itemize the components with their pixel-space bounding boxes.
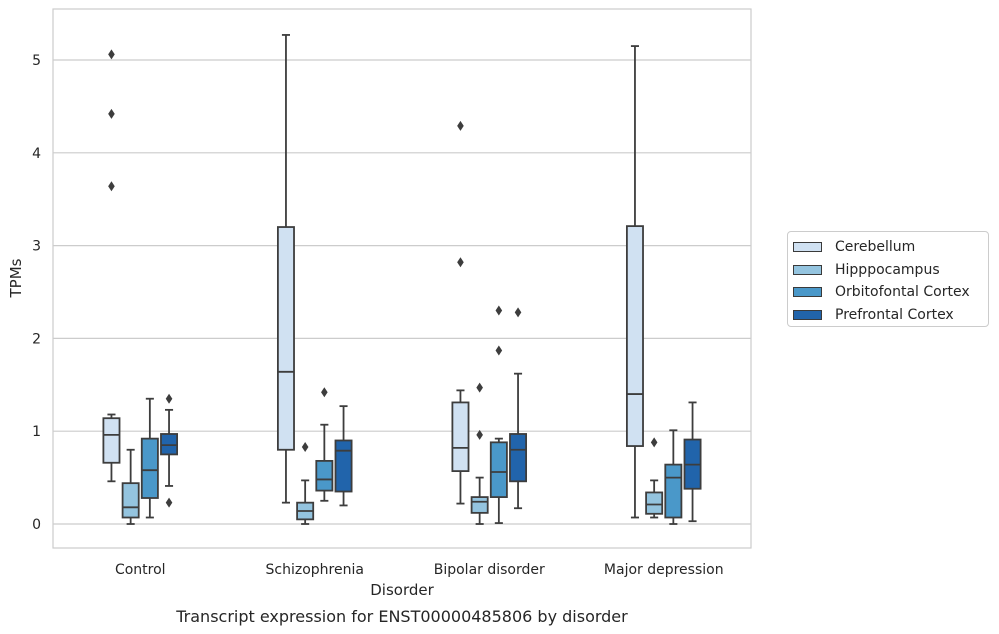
box-1-3 xyxy=(334,405,353,507)
box-2-1 xyxy=(470,382,489,525)
legend-item: Hipppocampus xyxy=(793,259,988,282)
box-iqr xyxy=(315,459,334,492)
box-iqr xyxy=(334,439,353,493)
outlier-point xyxy=(457,257,464,268)
x-tick-label: Control xyxy=(115,562,166,578)
plot-frame xyxy=(52,8,752,549)
outlier-point xyxy=(495,345,503,356)
box-iqr xyxy=(160,433,179,456)
x-tick-label: Schizophrenia xyxy=(266,562,364,578)
box-2-3 xyxy=(509,307,528,510)
legend-item: Orbitofontal Cortex xyxy=(793,281,988,304)
box-iqr xyxy=(451,401,470,473)
box-3-0 xyxy=(625,45,644,519)
outlier-point xyxy=(514,307,522,318)
box-iqr xyxy=(489,441,508,498)
y-tick-label: 2 xyxy=(32,331,41,347)
legend-item: Cerebellum xyxy=(793,236,988,259)
outlier-point xyxy=(495,305,503,316)
outlier-point xyxy=(301,441,309,452)
box-0-2 xyxy=(140,397,159,519)
box-3-2 xyxy=(664,429,683,525)
box-iqr xyxy=(121,482,140,519)
box-2-2 xyxy=(489,305,508,524)
box-iqr xyxy=(664,463,683,519)
box-iqr xyxy=(140,437,159,499)
y-tick-label: 4 xyxy=(32,146,41,162)
box-iqr xyxy=(509,433,528,483)
chart-title: Transcript expression for ENST0000048580… xyxy=(175,607,628,626)
outlier-point xyxy=(476,429,483,440)
legend-swatch xyxy=(793,309,822,320)
legend-swatch xyxy=(793,242,822,253)
legend-swatch xyxy=(793,287,822,298)
outlier-point xyxy=(165,497,173,508)
outlier-point xyxy=(457,120,464,131)
legend-label: Hipppocampus xyxy=(835,261,940,278)
outlier-point xyxy=(476,382,483,393)
legend-label: Cerebellum xyxy=(835,239,916,256)
outlier-point xyxy=(108,108,115,119)
legend: Cerebellum Hipppocampus Orbitofontal Corte… xyxy=(787,231,989,327)
x-tick-labels: Control Schizophrenia Bipolar disorder Majo… xyxy=(115,562,724,578)
y-tick-label: 1 xyxy=(32,424,41,440)
box-iqr xyxy=(645,491,664,515)
y-tick-label: 3 xyxy=(32,239,41,255)
legend-label: Orbitofontal Cortex xyxy=(835,284,970,301)
outlier-point xyxy=(321,387,328,398)
legend-label: Prefrontal Cortex xyxy=(835,306,954,323)
box-3-1 xyxy=(645,437,664,519)
y-tick-label: 5 xyxy=(32,53,41,69)
y-tick-labels: 0 1 2 3 4 5 xyxy=(32,53,41,533)
outlier-point xyxy=(165,393,173,404)
boxes-layer xyxy=(102,34,702,525)
outlier-point xyxy=(108,181,115,192)
x-axis-label: Disorder xyxy=(370,581,434,599)
legend-item: Prefrontal Cortex xyxy=(793,304,988,327)
box-1-2 xyxy=(315,387,334,502)
box-3-3 xyxy=(683,401,702,523)
box-2-0 xyxy=(451,120,470,505)
box-1-1 xyxy=(296,441,315,525)
box-iqr xyxy=(470,496,489,514)
box-iqr xyxy=(102,417,121,464)
box-0-0 xyxy=(102,49,121,483)
box-0-1 xyxy=(121,448,140,525)
y-axis-label: TPMs xyxy=(7,258,25,298)
outlier-point xyxy=(108,49,115,60)
box-0-3 xyxy=(160,393,179,508)
legend-swatch xyxy=(793,264,822,275)
box-iqr xyxy=(276,226,295,451)
y-tick-label: 0 xyxy=(32,517,41,533)
outlier-point xyxy=(650,437,658,448)
box-1-0 xyxy=(276,34,295,504)
box-iqr xyxy=(625,225,644,447)
x-tick-label: Major depression xyxy=(604,562,724,578)
x-tick-label: Bipolar disorder xyxy=(434,562,545,578)
